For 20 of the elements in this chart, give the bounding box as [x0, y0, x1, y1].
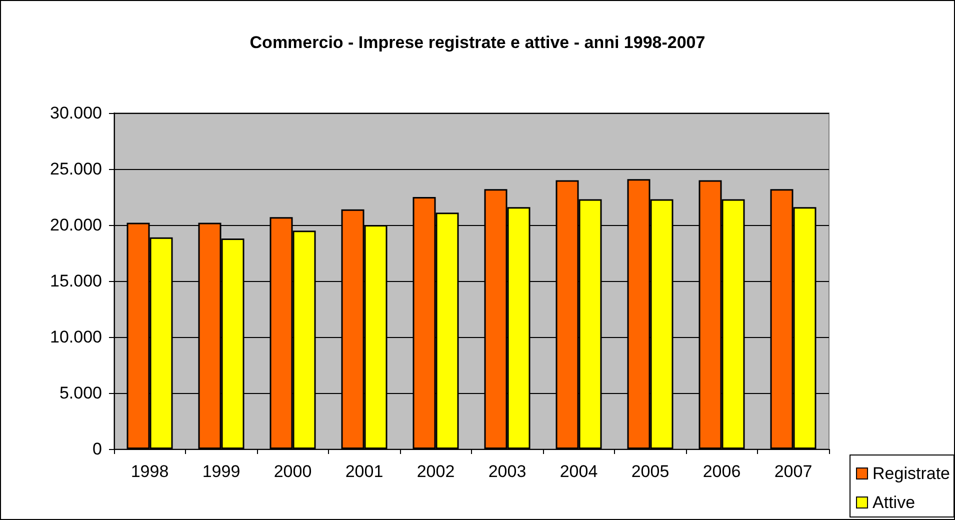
y-tick-label: 25.000	[50, 160, 102, 178]
x-tick-label: 2004	[560, 462, 598, 481]
y-tick-label: 15.000	[50, 272, 102, 290]
legend-label: Attive	[872, 493, 916, 512]
x-tick-label: 2000	[274, 462, 312, 481]
x-tick-label: 2003	[488, 462, 526, 481]
y-tick-label: 20.000	[50, 216, 102, 234]
x-tick-label: 2006	[702, 462, 741, 481]
x-tick-label: 1999	[202, 462, 240, 481]
x-tick-label: 2007	[774, 462, 812, 481]
y-tick-label: 10.000	[50, 328, 102, 346]
x-tick-label: 2001	[345, 462, 384, 481]
x-tick-label: 2005	[631, 462, 670, 481]
y-tick-label: 30.000	[50, 104, 102, 122]
x-tick-label: 1998	[130, 462, 169, 481]
y-tick-label: 5.000	[59, 384, 102, 402]
chart-title: Commercio - Imprese registrate e attive - anni 1998-2007	[250, 33, 706, 52]
legend-label: Registrate	[872, 464, 950, 483]
y-tick-label: 0	[92, 440, 102, 458]
x-tick-label: 2002	[416, 462, 455, 481]
